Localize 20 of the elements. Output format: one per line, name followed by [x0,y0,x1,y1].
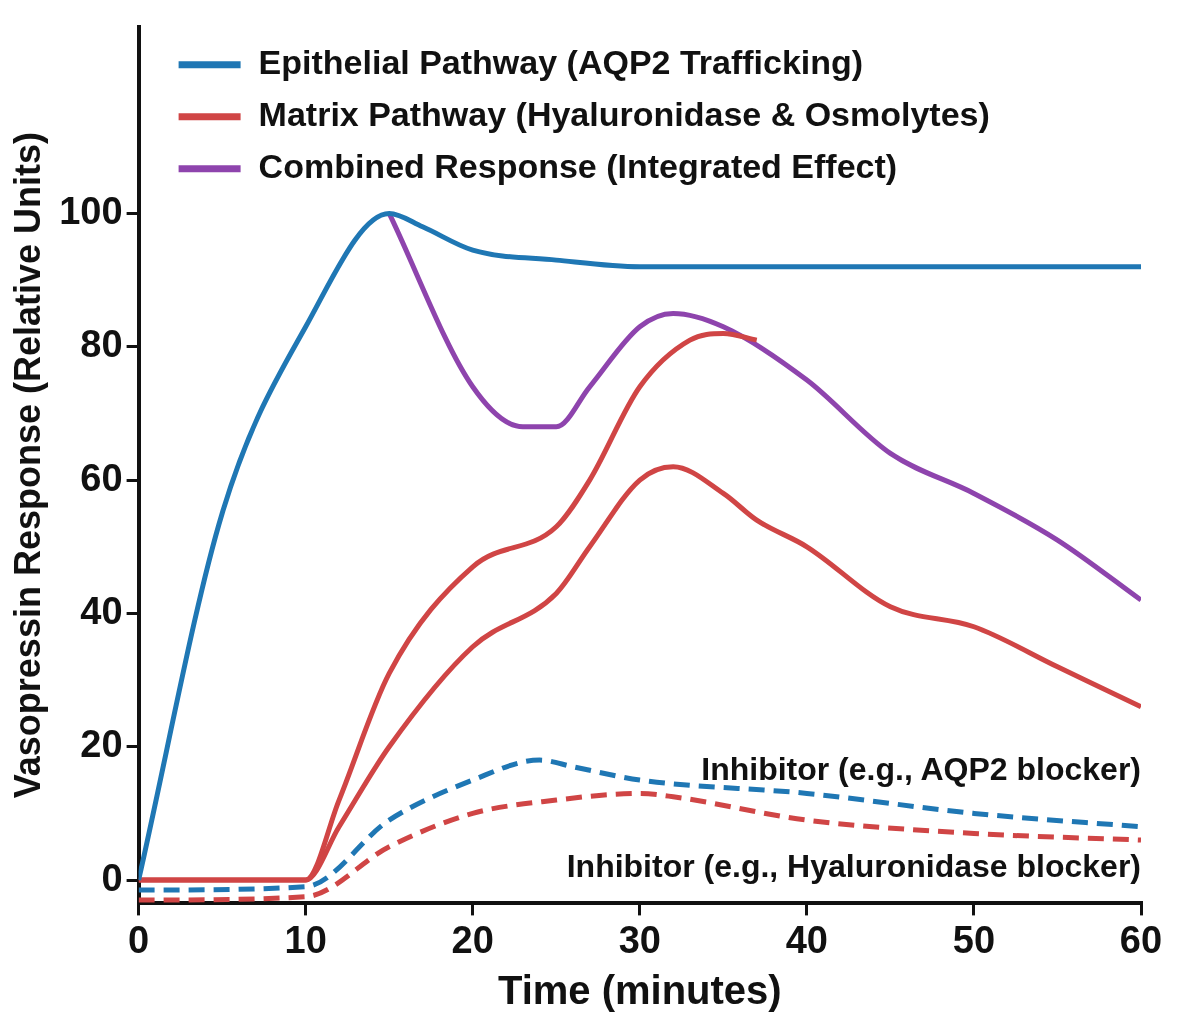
x-tick-label: 0 [128,918,150,961]
series-label: Inhibitor (e.g., AQP2 blocker) [701,750,1141,787]
x-tick-label: 60 [1119,918,1163,961]
y-tick-label: 20 [80,723,123,766]
x-tick-label: 50 [952,918,996,961]
y-tick-label: 80 [80,323,123,366]
x-axis-title: Time (minutes) [497,968,782,1013]
y-tick-label: 60 [80,456,123,499]
y-axis-title: Vasopressin Response (Relative Units) [6,131,48,799]
y-tick-label: 40 [80,589,123,632]
x-tick-label: 30 [618,918,661,961]
y-tick-label: 0 [101,856,123,899]
x-tick-label: 40 [785,918,829,961]
y-tick-label: 100 [59,189,123,232]
series-label: Inhibitor (e.g., Hyaluronidase blocker) [566,847,1141,884]
legend-label: Matrix Pathway (Hyaluronidase & Osmolytes) [258,95,990,134]
legend-label: Combined Response (Integrated Effect) [258,147,898,186]
x-tick-label: 20 [451,918,494,961]
legend-label: Epithelial Pathway (AQP2 Trafficking) [258,43,864,82]
x-tick-label: 10 [284,918,327,961]
